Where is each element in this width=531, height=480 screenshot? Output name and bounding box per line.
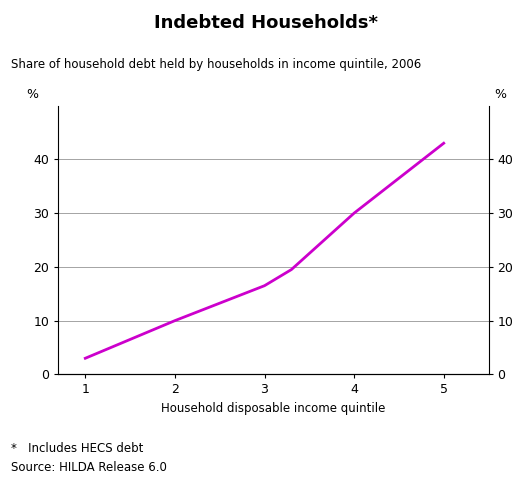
Text: Share of household debt held by households in income quintile, 2006: Share of household debt held by househol… (11, 58, 421, 71)
Text: Indebted Households*: Indebted Households* (153, 14, 378, 33)
Text: %: % (27, 88, 39, 101)
Text: *   Includes HECS debt: * Includes HECS debt (11, 442, 143, 455)
X-axis label: Household disposable income quintile: Household disposable income quintile (161, 402, 386, 415)
Text: %: % (494, 88, 506, 101)
Text: Source: HILDA Release 6.0: Source: HILDA Release 6.0 (11, 461, 167, 474)
